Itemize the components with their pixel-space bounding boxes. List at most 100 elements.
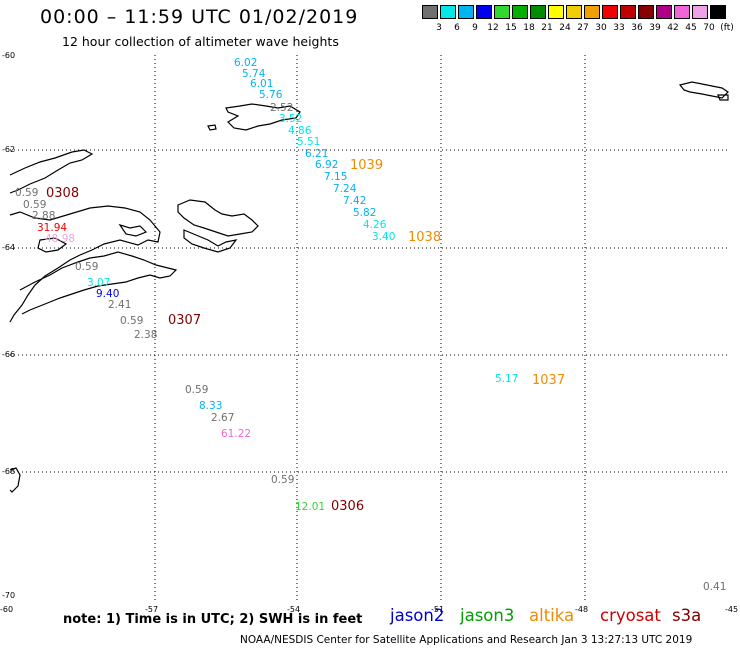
pass-time-labels: 1039 1038 0308 0307 1037 0306 [46, 158, 565, 514]
color-scale-label: 33 [613, 23, 625, 33]
color-scale-label: 9 [472, 23, 478, 33]
color-scale-label: 3 [436, 23, 442, 33]
pass-time-label: 0307 [168, 313, 201, 328]
pass-time-label: 1037 [532, 373, 565, 388]
color-swatch [566, 5, 582, 19]
latitude-label: -60 [2, 51, 15, 60]
swh-value-label: 6.01 [250, 78, 273, 90]
coastline-segment [9, 205, 161, 323]
units-note: note: 1) Time is in UTC; 2) SWH is in fe… [63, 612, 363, 627]
color-swatch [674, 5, 690, 19]
swh-value-label: 3.40 [372, 231, 395, 243]
swh-value-label: 3.52 [279, 113, 302, 125]
color-swatch [602, 5, 618, 19]
swh-value-label: 0.59 [185, 384, 208, 396]
swh-value-label: 2.88 [32, 210, 55, 222]
pass-time-label: 0306 [331, 499, 364, 514]
pass-time-label: 0308 [46, 186, 79, 201]
color-scale-label: 27 [577, 23, 589, 33]
color-scale-label: (ft) [720, 23, 734, 33]
coastline-segment [225, 103, 301, 131]
longitude-label: -45 [725, 605, 738, 614]
color-swatch [656, 5, 672, 19]
swh-value-label: 2.38 [134, 329, 157, 341]
graticule [10, 55, 730, 600]
color-scale-label: 42 [667, 23, 679, 33]
coastline-segment [9, 149, 94, 194]
color-scale-label: 70 [703, 23, 715, 33]
color-scale-label: 18 [523, 23, 535, 33]
color-scale-label: 39 [649, 23, 661, 33]
swh-value-label: 0.41 [703, 581, 726, 593]
swh-value-label: 2.67 [211, 412, 234, 424]
color-scale-label: 45 [685, 23, 697, 33]
color-swatch [548, 5, 564, 19]
legend-item-cryosat: cryosat [600, 606, 661, 625]
swh-value-label: 5.76 [259, 89, 283, 101]
legend-item-s3a: s3a [672, 606, 702, 625]
color-scale-label: 15 [505, 23, 517, 33]
legend-item-jason2: jason2 [390, 606, 445, 625]
swh-value-label: 7.42 [343, 195, 366, 207]
coastline-segment [37, 237, 68, 253]
latitude-label: -62 [2, 145, 15, 154]
swh-value-label: 0.59 [23, 199, 46, 211]
page-subtitle: 12 hour collection of altimeter wave hei… [62, 34, 339, 49]
swh-value-label: 12.01 [295, 501, 325, 513]
color-swatch [512, 5, 528, 19]
color-scale-label: 36 [631, 23, 643, 33]
swh-value-label: 6.02 [234, 57, 257, 69]
color-swatch [422, 5, 438, 19]
swh-value-label: 5.51 [297, 136, 320, 148]
swh-value-label: 3.07 [87, 277, 110, 289]
page-title: 00:00 – 11:59 UTC 01/02/2019 [40, 6, 359, 28]
pass-time-label: 1038 [408, 230, 441, 245]
swh-value-label: 4.86 [288, 125, 312, 137]
color-scale-label: 21 [541, 23, 553, 33]
longitude-label: -54 [287, 605, 300, 614]
swh-value-label: 6.92 [315, 159, 338, 171]
legend-item-jason3: jason3 [460, 606, 515, 625]
color-swatch [710, 5, 726, 19]
swh-value-label: 2.41 [108, 299, 131, 311]
swh-value-label: 5.17 [495, 373, 518, 385]
color-swatch [476, 5, 492, 19]
swh-value-label: 6.21 [305, 148, 328, 160]
longitude-label: -60 [0, 605, 13, 614]
coastline-segment [118, 223, 148, 237]
swh-value-label: 7.15 [324, 171, 347, 183]
graticule-labels: -60 -62 -64 -66 -68 -70 -60 -57 -54 -51 -48 -45 [0, 51, 738, 614]
swh-value-label: 0.59 [15, 187, 38, 199]
swh-value-label: 0.59 [271, 474, 294, 486]
color-swatch [458, 5, 474, 19]
longitude-label: -57 [145, 605, 158, 614]
latitude-label: -66 [2, 350, 15, 359]
color-swatch [584, 5, 600, 19]
swh-value-label: 61.22 [221, 428, 251, 440]
legend-item-altika: altika [529, 606, 575, 625]
color-swatch [638, 5, 654, 19]
swh-value-label: 2.52 [270, 102, 293, 114]
color-scale-label: 30 [595, 23, 607, 33]
swh-labels: 6.025.746.015.762.523.524.865.516.216.92… [15, 57, 726, 593]
latitude-label: -68 [2, 467, 15, 476]
swh-value-label: 0.59 [120, 315, 143, 327]
swh-value-label: 31.94 [37, 222, 67, 234]
swh-value-label: 8.33 [199, 400, 222, 412]
swh-value-label: 4.26 [363, 219, 387, 231]
credit-line: NOAA/NESDIS Center for Satellite Applica… [240, 634, 693, 646]
color-scale-label: 6 [454, 23, 460, 33]
color-swatch [530, 5, 546, 19]
coastline-segment [9, 467, 21, 493]
color-swatch [494, 5, 510, 19]
pass-time-label: 1039 [350, 158, 383, 173]
latitude-label: -70 [2, 591, 15, 600]
swh-value-label: 9.40 [96, 288, 119, 300]
swh-value-label: 48.98 [45, 233, 75, 245]
swh-value-label: 0.59 [75, 261, 98, 273]
coastline [9, 81, 729, 493]
latitude-label: -64 [2, 243, 15, 252]
coastline-segment [207, 124, 217, 131]
